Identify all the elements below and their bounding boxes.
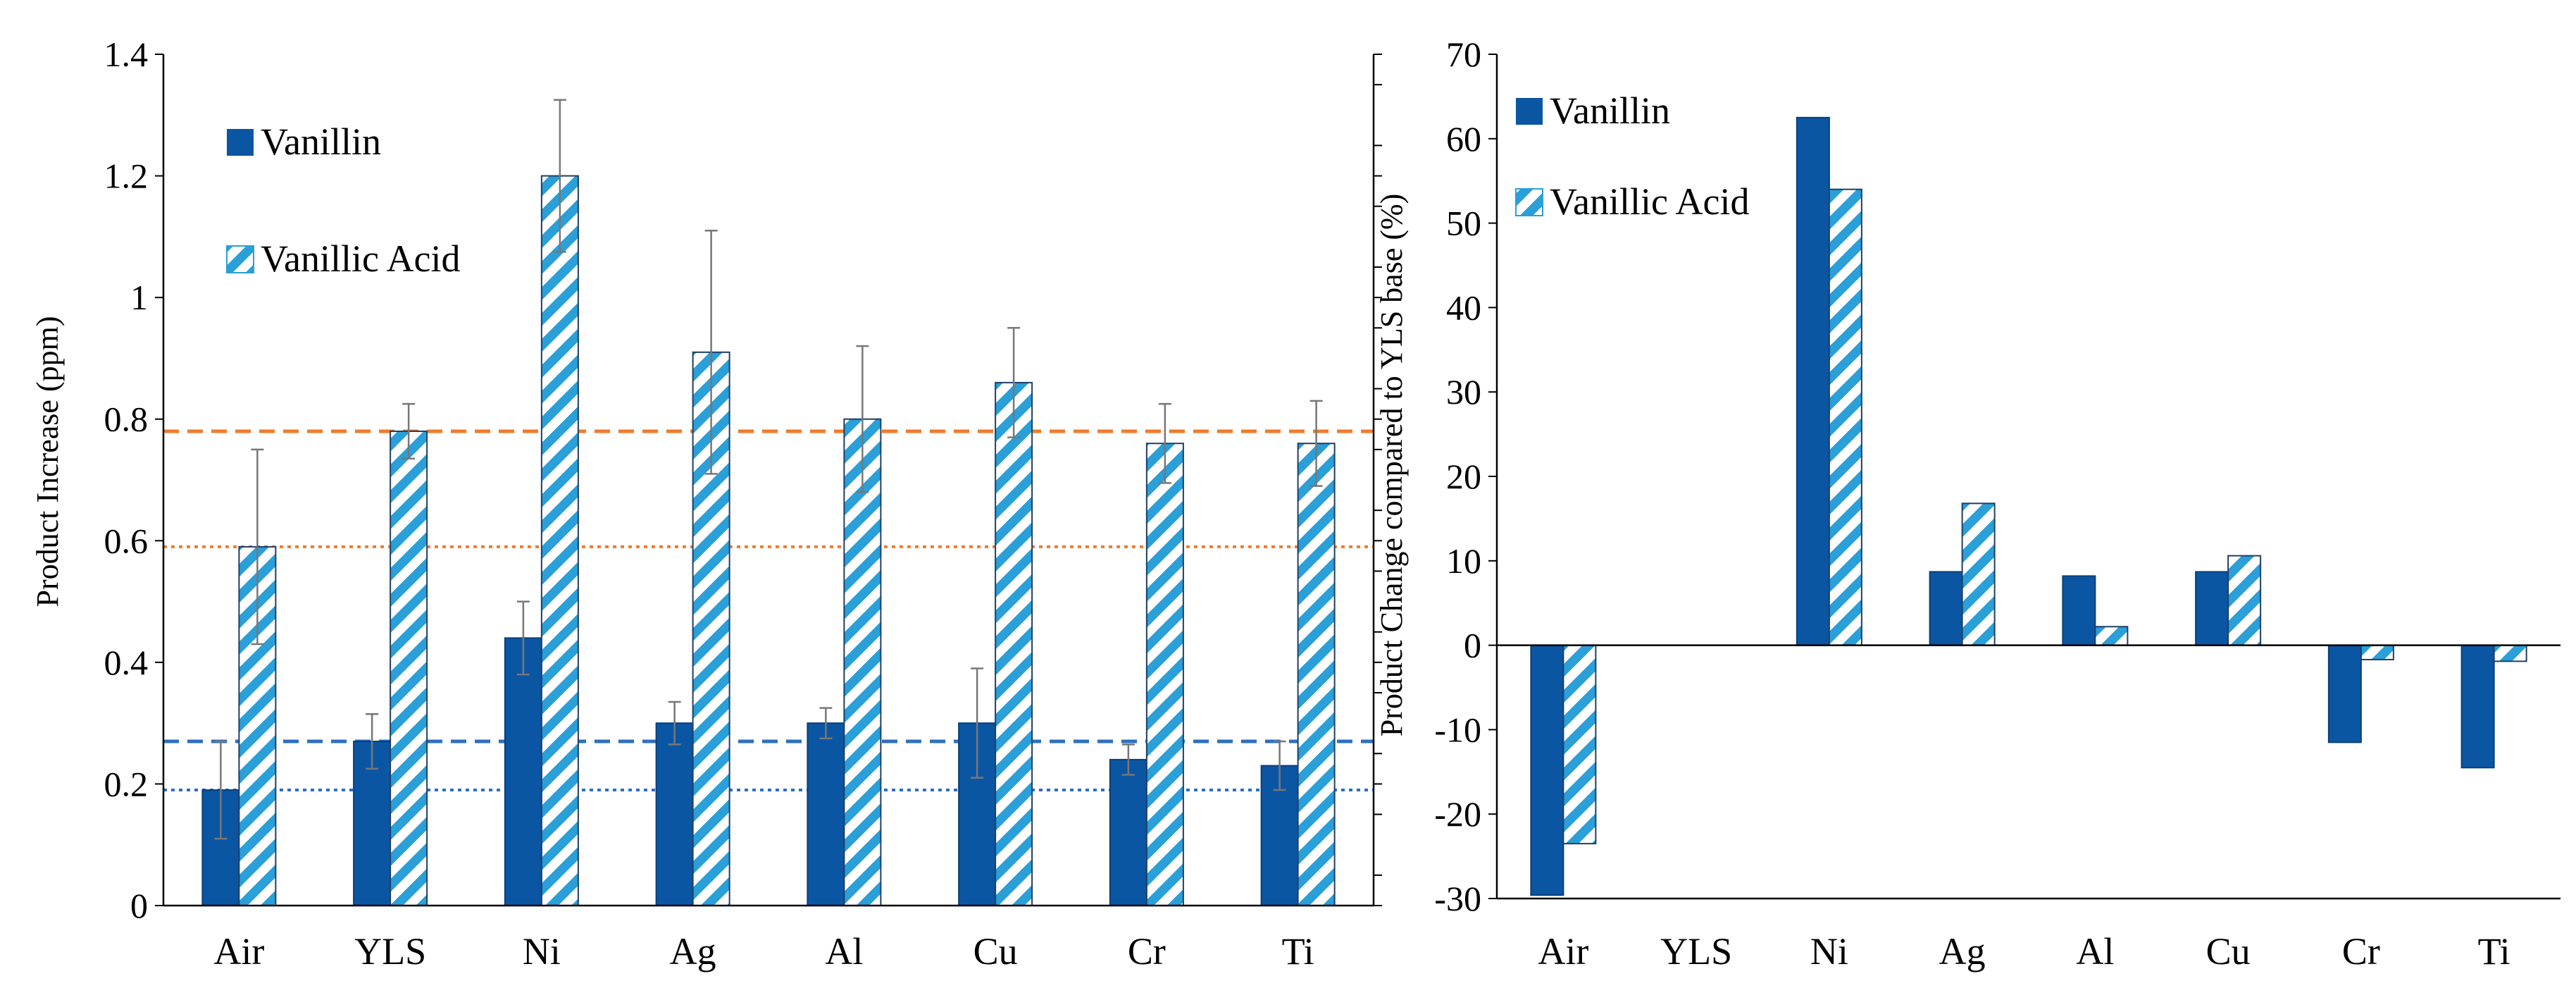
legend-swatch-vanillic-acid (1515, 188, 1543, 216)
legend-swatch-vanillic-acid (226, 245, 254, 273)
right-category-label-ni: Ni (1810, 930, 1848, 973)
legend-label-vanillic-acid: Vanillic Acid (1550, 180, 1749, 223)
right-ytick-label: -10 (1434, 710, 1481, 749)
left-bars (201, 175, 1336, 907)
right-ytick-label: 40 (1446, 288, 1481, 327)
right-bar-vanillic-acid-ag (1961, 502, 1996, 646)
left-ytick-label: 1.4 (104, 35, 149, 74)
right-legend: Vanillin Vanillic Acid (1515, 89, 1749, 223)
left-reference-lines (163, 429, 1374, 792)
right-bar-vanillin-ag (1929, 571, 1963, 646)
right-bars (1530, 116, 2527, 896)
left-ytick-label: 0 (130, 886, 148, 925)
right-ytick-label: 20 (1446, 457, 1481, 496)
right-category-labels: Air YLS Ni Ag Al Cu Cr Ti (1538, 930, 2510, 973)
right-category-label-cu: Cu (2206, 930, 2251, 973)
right-bar-vanillin-al (2062, 575, 2096, 646)
left-category-label-air: Air (213, 930, 264, 973)
right-category-label-ag: Ag (1939, 930, 1986, 973)
right-ytick-label: 60 (1446, 119, 1481, 159)
right-bar-vanillic-acid-ti (2493, 644, 2527, 662)
left-category-label-cr: Cr (1128, 930, 1166, 973)
left-bar-vanillic-acid-ti (1297, 443, 1336, 906)
legend-label-vanillin: Vanillin (261, 121, 381, 163)
right-bar-vanillin-cu (2195, 571, 2229, 646)
left-category-label-al: Al (825, 930, 863, 973)
left-bar-vanillin-al (807, 722, 845, 906)
right-bar-vanillin-ni (1796, 116, 1830, 646)
right-bar-vanillic-acid-cu (2227, 555, 2262, 646)
left-ytick-label: 0.6 (104, 521, 149, 560)
left-category-label-ag: Ag (670, 930, 716, 973)
left-legend: Vanillin Vanillic Acid (226, 121, 460, 280)
left-ytick-label: 1 (130, 278, 148, 317)
right-ytick-label: 50 (1446, 204, 1481, 243)
left-chart: Product Increase (ppm) 0 0.2 0.4 0.6 0.8 1 1.2… (30, 35, 1382, 973)
right-ytick-label: -20 (1434, 794, 1481, 834)
left-bar-vanillin-cr (1109, 758, 1147, 907)
left-ytick-label: 1.2 (104, 156, 149, 196)
right-category-label-cr: Cr (2342, 930, 2380, 973)
left-y-ticks: 0 0.2 0.4 0.6 0.8 1 1.2 1.4 (104, 35, 1382, 925)
left-y-axis-title: Product Increase (ppm) (30, 316, 65, 607)
left-category-label-yls: YLS (354, 930, 426, 973)
right-category-label-yls: YLS (1660, 930, 1732, 973)
right-category-label-al: Al (2076, 930, 2114, 973)
right-chart: Product Change compared to YLS base (%) … (1374, 35, 2561, 973)
left-ytick-label: 0.4 (104, 643, 149, 682)
right-bar-vanillin-cr (2327, 644, 2362, 743)
right-bar-vanillin-ti (2460, 644, 2495, 769)
right-ytick-label: 70 (1446, 35, 1481, 74)
right-ytick-label: 30 (1446, 372, 1481, 412)
left-bar-vanillic-acid-yls (390, 430, 428, 906)
right-ytick-label: -30 (1434, 879, 1481, 918)
right-bar-vanillin-air (1530, 644, 1564, 896)
right-bar-vanillic-acid-al (2094, 626, 2129, 646)
right-category-label-ti: Ti (2478, 930, 2510, 973)
left-bar-vanillin-ag (655, 722, 694, 906)
left-bar-vanillin-ni (504, 637, 542, 906)
left-bar-vanillic-acid-al (843, 418, 882, 906)
legend-swatch-vanillin (1516, 98, 1543, 125)
right-axes (1495, 54, 2561, 900)
right-bar-vanillic-acid-air (1562, 644, 1597, 845)
right-y-axis-title: Product Change compared to YLS base (%) (1374, 194, 1409, 737)
left-category-label-ti: Ti (1282, 930, 1314, 973)
left-bar-vanillic-acid-cu (995, 381, 1033, 906)
left-ytick-label: 0.8 (104, 400, 149, 439)
legend-swatch-vanillin (227, 129, 254, 156)
left-category-label-cu: Cu (973, 930, 1018, 973)
left-bar-vanillic-acid-cr (1145, 443, 1184, 906)
right-bar-vanillic-acid-ni (1828, 188, 1862, 646)
left-bar-vanillic-acid-ni (540, 175, 579, 907)
legend-label-vanillin: Vanillin (1550, 89, 1670, 132)
left-error-bars (214, 99, 1323, 840)
left-category-label-ni: Ni (523, 930, 561, 973)
left-category-labels: Air YLS Ni Ag Al Cu Cr Ti (213, 930, 1314, 973)
right-y-ticks: -30 -20 -10 0 10 20 30 40 50 60 70 (1434, 35, 1497, 918)
right-ytick-label: 0 (1464, 626, 1481, 665)
left-ytick-label: 0.2 (104, 764, 149, 803)
right-bar-vanillic-acid-cr (2360, 644, 2394, 660)
right-category-label-air: Air (1538, 930, 1588, 973)
left-axes (162, 54, 1375, 907)
legend-label-vanillic-acid: Vanillic Acid (261, 237, 460, 280)
right-ytick-label: 10 (1446, 541, 1481, 581)
